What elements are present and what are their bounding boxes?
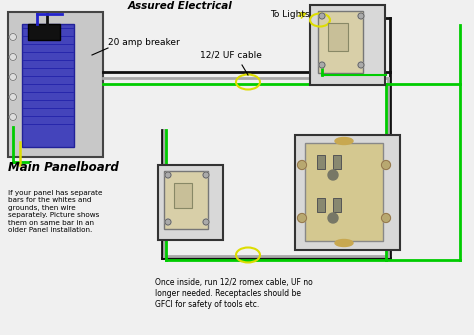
Bar (317, 198, 325, 212)
Circle shape (9, 73, 17, 80)
Circle shape (203, 172, 209, 178)
Circle shape (358, 13, 364, 19)
Text: Assured Electrical: Assured Electrical (128, 1, 232, 11)
Bar (305, 143, 383, 241)
Circle shape (9, 93, 17, 100)
Circle shape (165, 219, 171, 225)
Circle shape (9, 114, 17, 121)
Bar (22, 24, 74, 147)
Bar (333, 155, 341, 169)
Circle shape (328, 213, 338, 223)
Ellipse shape (335, 137, 353, 144)
Text: Once inside, run 12/2 romex cable, UF no
longer needed. Receptacles should be
GF: Once inside, run 12/2 romex cable, UF no… (155, 278, 313, 309)
Text: To Lights: To Lights (270, 10, 310, 19)
Circle shape (165, 172, 171, 178)
Circle shape (9, 54, 17, 61)
Bar (8, 12, 103, 157)
Circle shape (298, 213, 307, 222)
Bar (310, 5, 385, 85)
Circle shape (319, 62, 325, 68)
Bar (333, 198, 341, 212)
Circle shape (9, 34, 17, 41)
Bar (328, 23, 348, 51)
Circle shape (328, 170, 338, 180)
Bar (28, 24, 60, 40)
Text: Main Panelboard: Main Panelboard (8, 161, 119, 174)
Bar (174, 183, 192, 208)
Bar (318, 11, 363, 73)
Bar (295, 135, 400, 250)
Circle shape (382, 213, 391, 222)
Circle shape (382, 160, 391, 170)
Bar (317, 155, 325, 169)
Circle shape (319, 13, 325, 19)
Text: 20 amp breaker: 20 amp breaker (108, 38, 180, 47)
Circle shape (358, 62, 364, 68)
Text: If your panel has separate
bars for the whites and
grounds, then wire
separately: If your panel has separate bars for the … (8, 190, 102, 233)
Text: 12/2 UF cable: 12/2 UF cable (200, 51, 262, 60)
Circle shape (203, 219, 209, 225)
Bar (158, 165, 223, 240)
Circle shape (298, 160, 307, 170)
Ellipse shape (335, 240, 353, 247)
Bar (164, 171, 208, 229)
